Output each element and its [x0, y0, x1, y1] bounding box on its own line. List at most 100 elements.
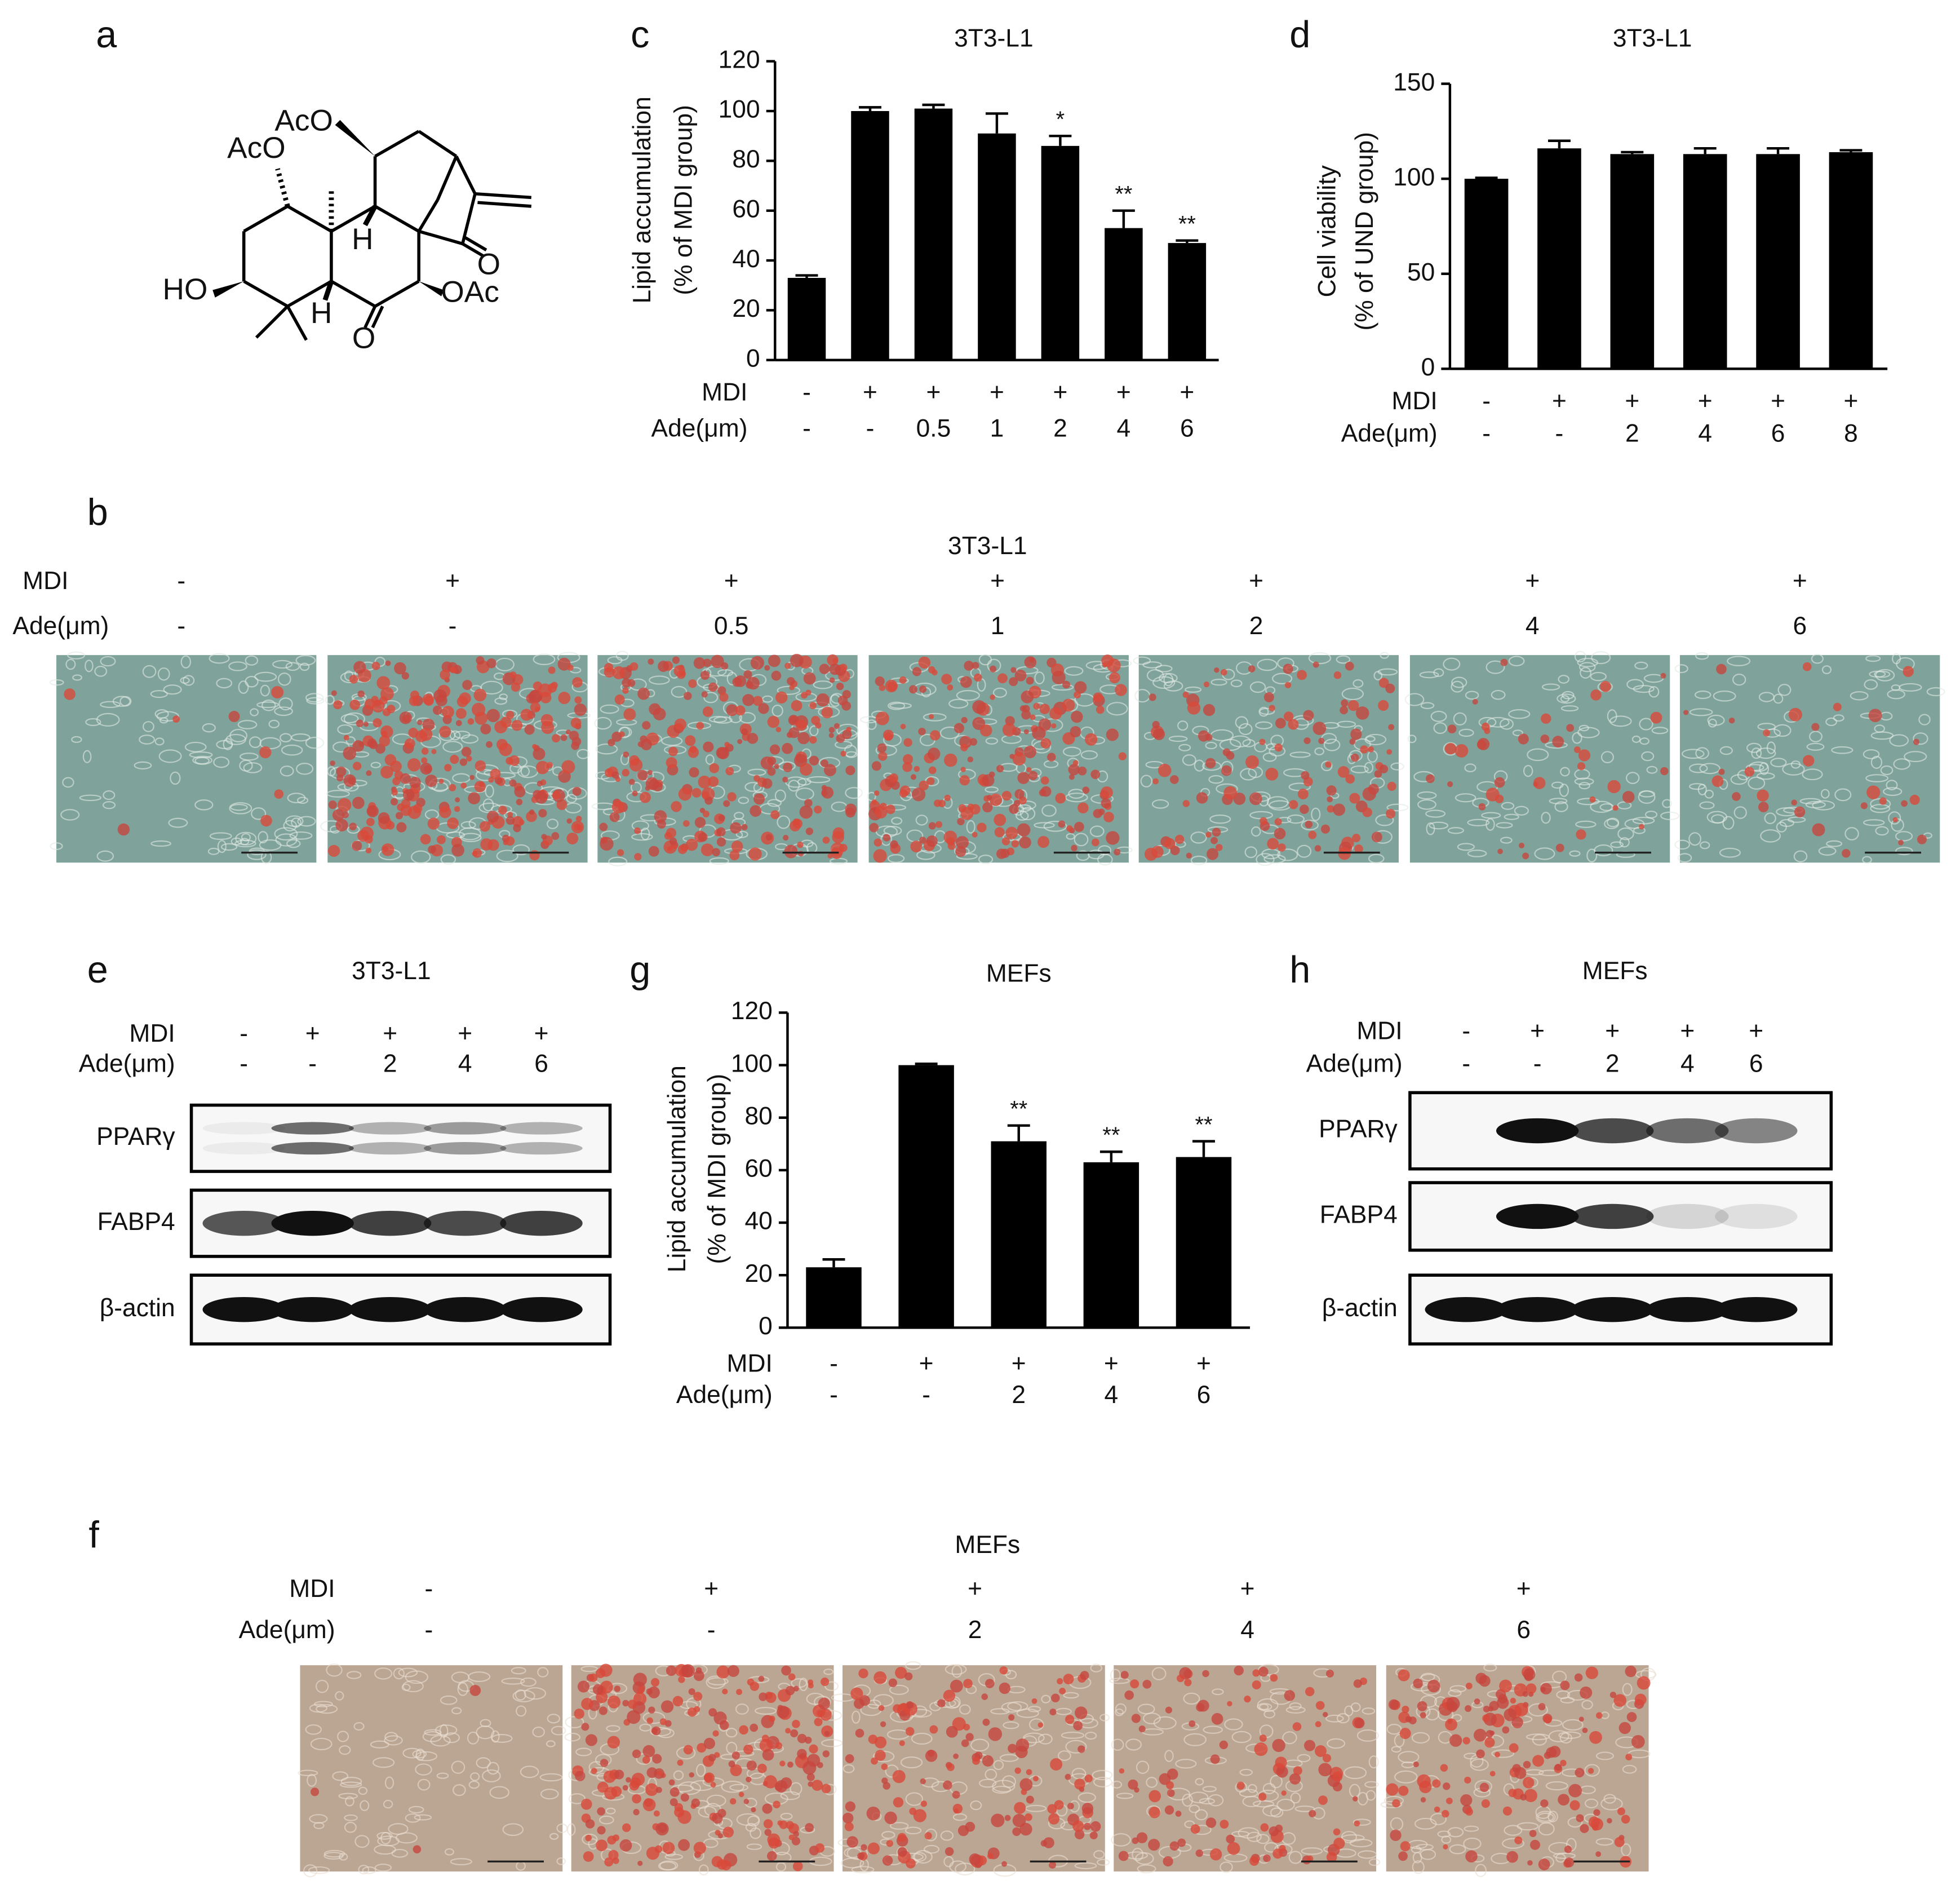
cell: [485, 784, 494, 798]
lipid-droplet: [850, 1687, 863, 1700]
lipid-droplet: [395, 812, 403, 820]
error-bar: [1548, 139, 1571, 149]
cell: [1892, 653, 1901, 665]
lipid-droplet: [937, 1699, 946, 1707]
bond: [418, 130, 458, 158]
cell: [1751, 747, 1762, 759]
lipid-droplet: [797, 842, 804, 848]
lipid-droplet: [1115, 684, 1127, 696]
lipid-droplet: [385, 660, 391, 666]
lipid-droplet: [950, 1679, 963, 1693]
lipid-droplet: [1244, 1696, 1251, 1703]
lipid-droplet: [538, 683, 552, 697]
lipid-droplet: [1138, 1725, 1146, 1733]
lipid-droplet: [982, 774, 995, 787]
lipid-droplet: [1058, 820, 1066, 828]
lipid-droplet: [798, 851, 804, 857]
cell: [1574, 777, 1594, 786]
cell: [905, 1792, 924, 1806]
lipid-droplet: [1028, 771, 1038, 781]
lipid-droplet: [651, 1678, 660, 1687]
lipid-droplet: [1474, 1728, 1487, 1742]
lipid-droplet: [888, 1678, 898, 1687]
cell: [1037, 1733, 1053, 1745]
lipid-droplet: [680, 1793, 689, 1802]
lipid-droplet: [786, 1821, 794, 1829]
bar: [1683, 154, 1727, 369]
cell: [1184, 1820, 1195, 1829]
lipid-droplet: [753, 793, 765, 805]
lipid-droplet: [1386, 749, 1393, 755]
cell: [134, 761, 152, 769]
cell: [1886, 780, 1898, 791]
bond: [330, 205, 376, 233]
lipid-droplet: [1917, 834, 1927, 844]
cell: [100, 701, 121, 709]
condition-value: 1: [991, 612, 1005, 640]
lipid-droplet: [1209, 1848, 1222, 1861]
cell: [296, 763, 314, 775]
lipid-droplet: [748, 847, 762, 861]
lipid-droplet: [619, 1839, 632, 1852]
blot-band: [1496, 1203, 1579, 1229]
lipid-droplet: [884, 732, 893, 741]
lipid-droplet: [808, 1679, 814, 1685]
cell: [85, 660, 94, 672]
lipid-droplet: [1148, 1839, 1160, 1851]
lipid-droplet: [792, 818, 800, 826]
y-tick-label: 60: [732, 195, 760, 223]
condition-value: 4: [1680, 1050, 1695, 1077]
lipid-droplet: [790, 653, 804, 667]
lipid-droplet: [926, 835, 938, 847]
lipid-droplet: [878, 1705, 885, 1711]
cell: [274, 827, 298, 841]
cell: [1572, 732, 1582, 744]
cell: [1116, 1793, 1134, 1799]
cell: [297, 816, 316, 827]
lipid-droplet: [874, 1736, 887, 1749]
cell: [582, 1833, 598, 1846]
lipid-droplet: [575, 816, 582, 822]
cell: [1584, 1764, 1600, 1777]
cell: [775, 1862, 787, 1872]
condition-value: +: [990, 567, 1005, 595]
lipid-droplet: [770, 810, 780, 820]
cell: [150, 840, 171, 847]
lipid-droplet: [669, 837, 677, 846]
cell: [999, 1754, 1019, 1762]
lipid-droplet: [1072, 1820, 1084, 1832]
cell: [640, 827, 650, 840]
lipid-droplet: [1347, 700, 1359, 711]
bond: [363, 306, 377, 329]
cell: [170, 771, 181, 785]
cell: [1242, 739, 1256, 747]
cell: [1562, 1719, 1584, 1731]
lipid-droplet: [702, 811, 709, 818]
lipid-droplet: [709, 763, 720, 773]
lipid-droplet: [791, 700, 802, 711]
cell: [729, 1784, 749, 1791]
y-tick-label: 120: [731, 997, 773, 1025]
cell: [243, 762, 263, 773]
lipid-droplet: [960, 767, 966, 772]
lipid-droplet: [667, 846, 673, 852]
cell: [1394, 1770, 1418, 1784]
lipid-droplet: [653, 1810, 660, 1817]
cell: [344, 1814, 358, 1821]
lipid-droplet: [1625, 1754, 1633, 1761]
lipid-droplet: [1371, 831, 1382, 843]
cell: [313, 1822, 325, 1829]
cell: [353, 1722, 365, 1731]
lipid-droplet: [839, 843, 848, 852]
lipid-droplet: [577, 825, 583, 831]
cell: [1865, 655, 1881, 662]
lipid-droplet: [1189, 1720, 1196, 1727]
lipid-droplet: [1711, 775, 1724, 787]
lipid-droplet: [795, 719, 807, 731]
cell: [1417, 791, 1437, 800]
lipid-droplet: [792, 1720, 800, 1728]
lipid-droplet: [1811, 723, 1820, 731]
bar: [1829, 152, 1873, 369]
lipid-droplet: [1508, 1789, 1517, 1798]
cell: [1136, 1760, 1150, 1774]
